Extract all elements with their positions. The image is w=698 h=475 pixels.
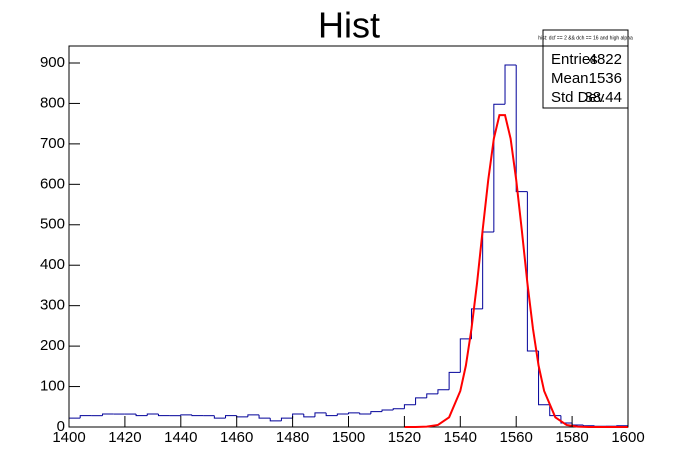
x-tick-label: 1420: [108, 429, 141, 446]
stats-label: Mean: [551, 70, 589, 87]
stats-value: 1536: [589, 70, 622, 87]
y-tick-label: 900: [40, 54, 65, 71]
histogram-bin: [370, 411, 383, 415]
y-tick-label: 500: [40, 216, 65, 233]
stats-label: Entries: [551, 51, 598, 68]
y-tick-label: 800: [40, 94, 65, 111]
stats-label: Std Dev: [551, 89, 605, 106]
histogram-bin: [504, 64, 517, 105]
y-tick-label: 0: [57, 418, 65, 435]
stats-title: hist: dcf == 2 && dch == 16 and high alp…: [538, 35, 633, 41]
x-tick-label: 1400: [52, 429, 85, 446]
x-tick-label: 1520: [388, 429, 421, 446]
y-tick-label: 700: [40, 135, 65, 152]
histogram-bin: [102, 413, 114, 416]
histogram-bin: [515, 65, 528, 193]
x-tick-label: 1580: [555, 429, 588, 446]
y-tick-label: 600: [40, 175, 65, 192]
histogram-bin: [336, 413, 349, 416]
histogram-bin: [314, 412, 327, 417]
stats-value: 4822: [589, 51, 622, 68]
fit-curve: [404, 114, 628, 428]
x-tick-label: 1460: [220, 429, 253, 446]
histogram-bin: [549, 404, 561, 417]
x-tick-label: 1480: [276, 429, 309, 446]
histogram-bin: [247, 414, 260, 417]
histogram-bin: [135, 414, 148, 417]
x-tick-label: 1560: [500, 429, 533, 446]
histogram-bin: [426, 393, 438, 398]
stats-value: 38.44: [584, 89, 622, 106]
histogram-bin: [225, 415, 237, 419]
stats-box: [542, 29, 629, 109]
chart-title: Hist: [318, 5, 380, 46]
histogram-bin: [191, 414, 204, 417]
histogram-bin: [526, 191, 539, 352]
histogram-bin: [269, 418, 282, 422]
histogram-bin: [146, 413, 159, 416]
histogram-bin: [459, 338, 472, 373]
y-tick-label: 200: [40, 337, 65, 354]
histogram-bin: [403, 404, 416, 409]
histogram-bin: [213, 415, 226, 419]
histogram-bin: [493, 103, 506, 233]
y-tick-label: 300: [40, 297, 65, 314]
histogram-bin: [415, 397, 427, 405]
y-tick-label: 100: [40, 378, 65, 395]
histogram-bin: [79, 415, 92, 419]
histogram-bin: [448, 371, 461, 390]
x-tick-label: 1600: [611, 429, 644, 446]
histogram-bin: [560, 415, 573, 424]
x-tick-label: 1540: [444, 429, 477, 446]
histogram-bin: [157, 414, 170, 417]
x-tick-label: 1440: [164, 429, 197, 446]
y-tick-label: 400: [40, 256, 65, 273]
histogram-bin: [437, 389, 450, 394]
histogram-bin: [359, 412, 371, 415]
histogram-bin: [280, 417, 293, 421]
histogram-bin: [348, 412, 360, 415]
histogram-bin: [392, 408, 405, 411]
histogram-bin: [381, 409, 394, 412]
histogram-bin: [258, 414, 271, 419]
histogram-bin: [325, 412, 338, 417]
x-tick-label: 1500: [332, 429, 365, 446]
histogram-bin: [180, 414, 192, 416]
histogram-bin: [303, 414, 315, 418]
histogram-bin: [582, 424, 595, 427]
